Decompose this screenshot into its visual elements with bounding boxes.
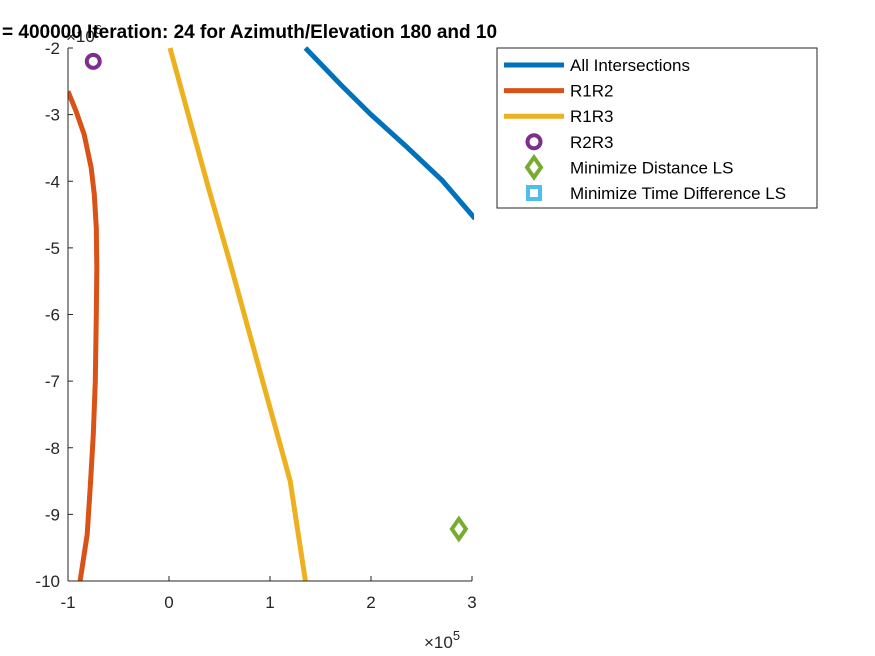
y-exponent-label: ×106: [66, 22, 102, 46]
marker-diamond: [524, 153, 544, 181]
series-marker-4: [84, 52, 102, 70]
marker-square: [526, 185, 542, 201]
legend-label-5: Minimize Distance LS: [570, 158, 733, 177]
legend-label-1: All Intersections: [570, 56, 690, 75]
marker-ring: [525, 133, 543, 151]
x-tick-label: 2: [366, 593, 375, 612]
y-tick-label: -10: [35, 572, 60, 591]
series-line-2: [68, 90, 100, 582]
y-tick-label: -4: [45, 172, 60, 191]
legend-swatch-6: [526, 185, 542, 201]
legend-swatch-5: [524, 153, 544, 181]
x-tick-label: 0: [164, 593, 173, 612]
x-tick-label: -1: [60, 593, 75, 612]
series-line-3: [167, 47, 308, 582]
legend-label-2: R1R2: [570, 82, 613, 101]
y-tick-label: -5: [45, 239, 60, 258]
legend-label-3: R1R3: [570, 107, 613, 126]
legend-swatch-4: [525, 133, 543, 151]
y-tick-label: -7: [45, 372, 60, 391]
legend: All Intersections R1R2 R1R3 R2R3 Minimize Di…: [496, 47, 818, 209]
y-tick-label: -3: [45, 106, 60, 125]
marker-diamond: [449, 515, 469, 543]
y-tick-label: -8: [45, 439, 60, 458]
x-exponent-label: ×105: [424, 628, 460, 652]
y-tick-label: -9: [45, 505, 60, 524]
x-tick-label: 1: [265, 593, 274, 612]
legend-label-4: R2R3: [570, 133, 613, 152]
plot-area: [68, 46, 474, 582]
series-line-1: [303, 46, 474, 221]
y-tick-label: -2: [45, 39, 60, 58]
legend-box: [496, 47, 818, 209]
legend-label-6: Minimize Time Difference LS: [570, 184, 786, 203]
x-tick-label: 3: [467, 593, 476, 612]
chart-title: = 400000 Iteration: 24 for Azimuth/Eleva…: [2, 22, 497, 43]
axes: -1 0 1 2 3-2-3-4-5-6-7-8-9-10×105×106: [35, 22, 476, 652]
series-marker-5: [449, 515, 469, 543]
y-tick-label: -6: [45, 306, 60, 325]
marker-ring: [84, 52, 102, 70]
